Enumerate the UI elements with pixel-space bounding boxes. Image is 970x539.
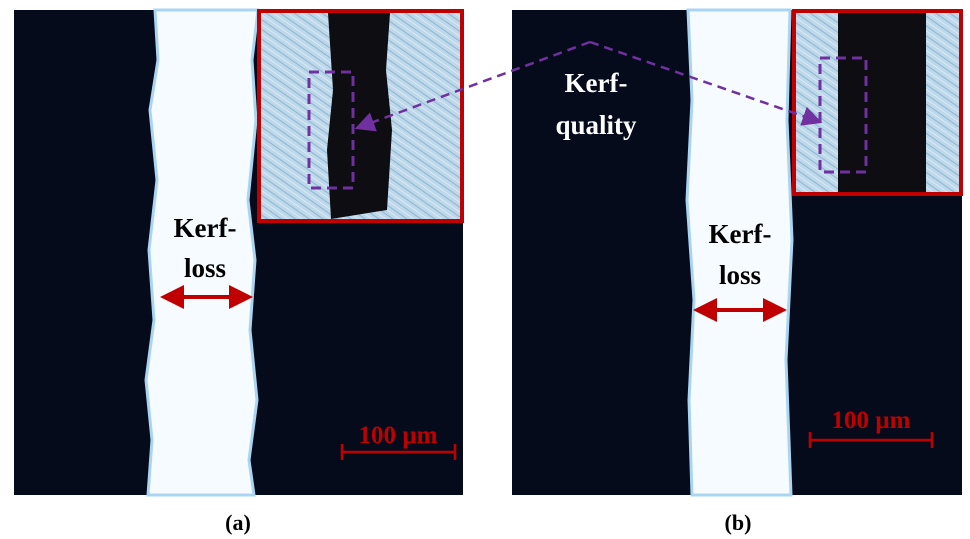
panel-a: Kerf- loss 100 µm (a): [14, 10, 463, 535]
panel-label: (a): [225, 510, 251, 535]
inset: [794, 11, 961, 194]
kerf-loss-label: loss: [719, 260, 761, 290]
kerf-quality-label: quality: [555, 110, 637, 140]
inset: [259, 11, 462, 221]
scale-bar-label: 100 µm: [832, 407, 911, 434]
kerf-loss-label: Kerf-: [174, 213, 237, 243]
scale-bar-label: 100 µm: [359, 422, 438, 449]
kerf-quality-label: Kerf-: [565, 68, 628, 98]
kerf-loss-label: Kerf-: [709, 219, 772, 249]
figure: Kerf- loss 100 µm (a) Kerf- quality Kerf…: [0, 0, 970, 539]
panel-label: (b): [725, 510, 752, 535]
kerf: [687, 10, 792, 495]
kerf-loss-label: loss: [184, 253, 226, 283]
panel-b: Kerf- quality Kerf- loss 100 µm (b): [512, 10, 962, 535]
